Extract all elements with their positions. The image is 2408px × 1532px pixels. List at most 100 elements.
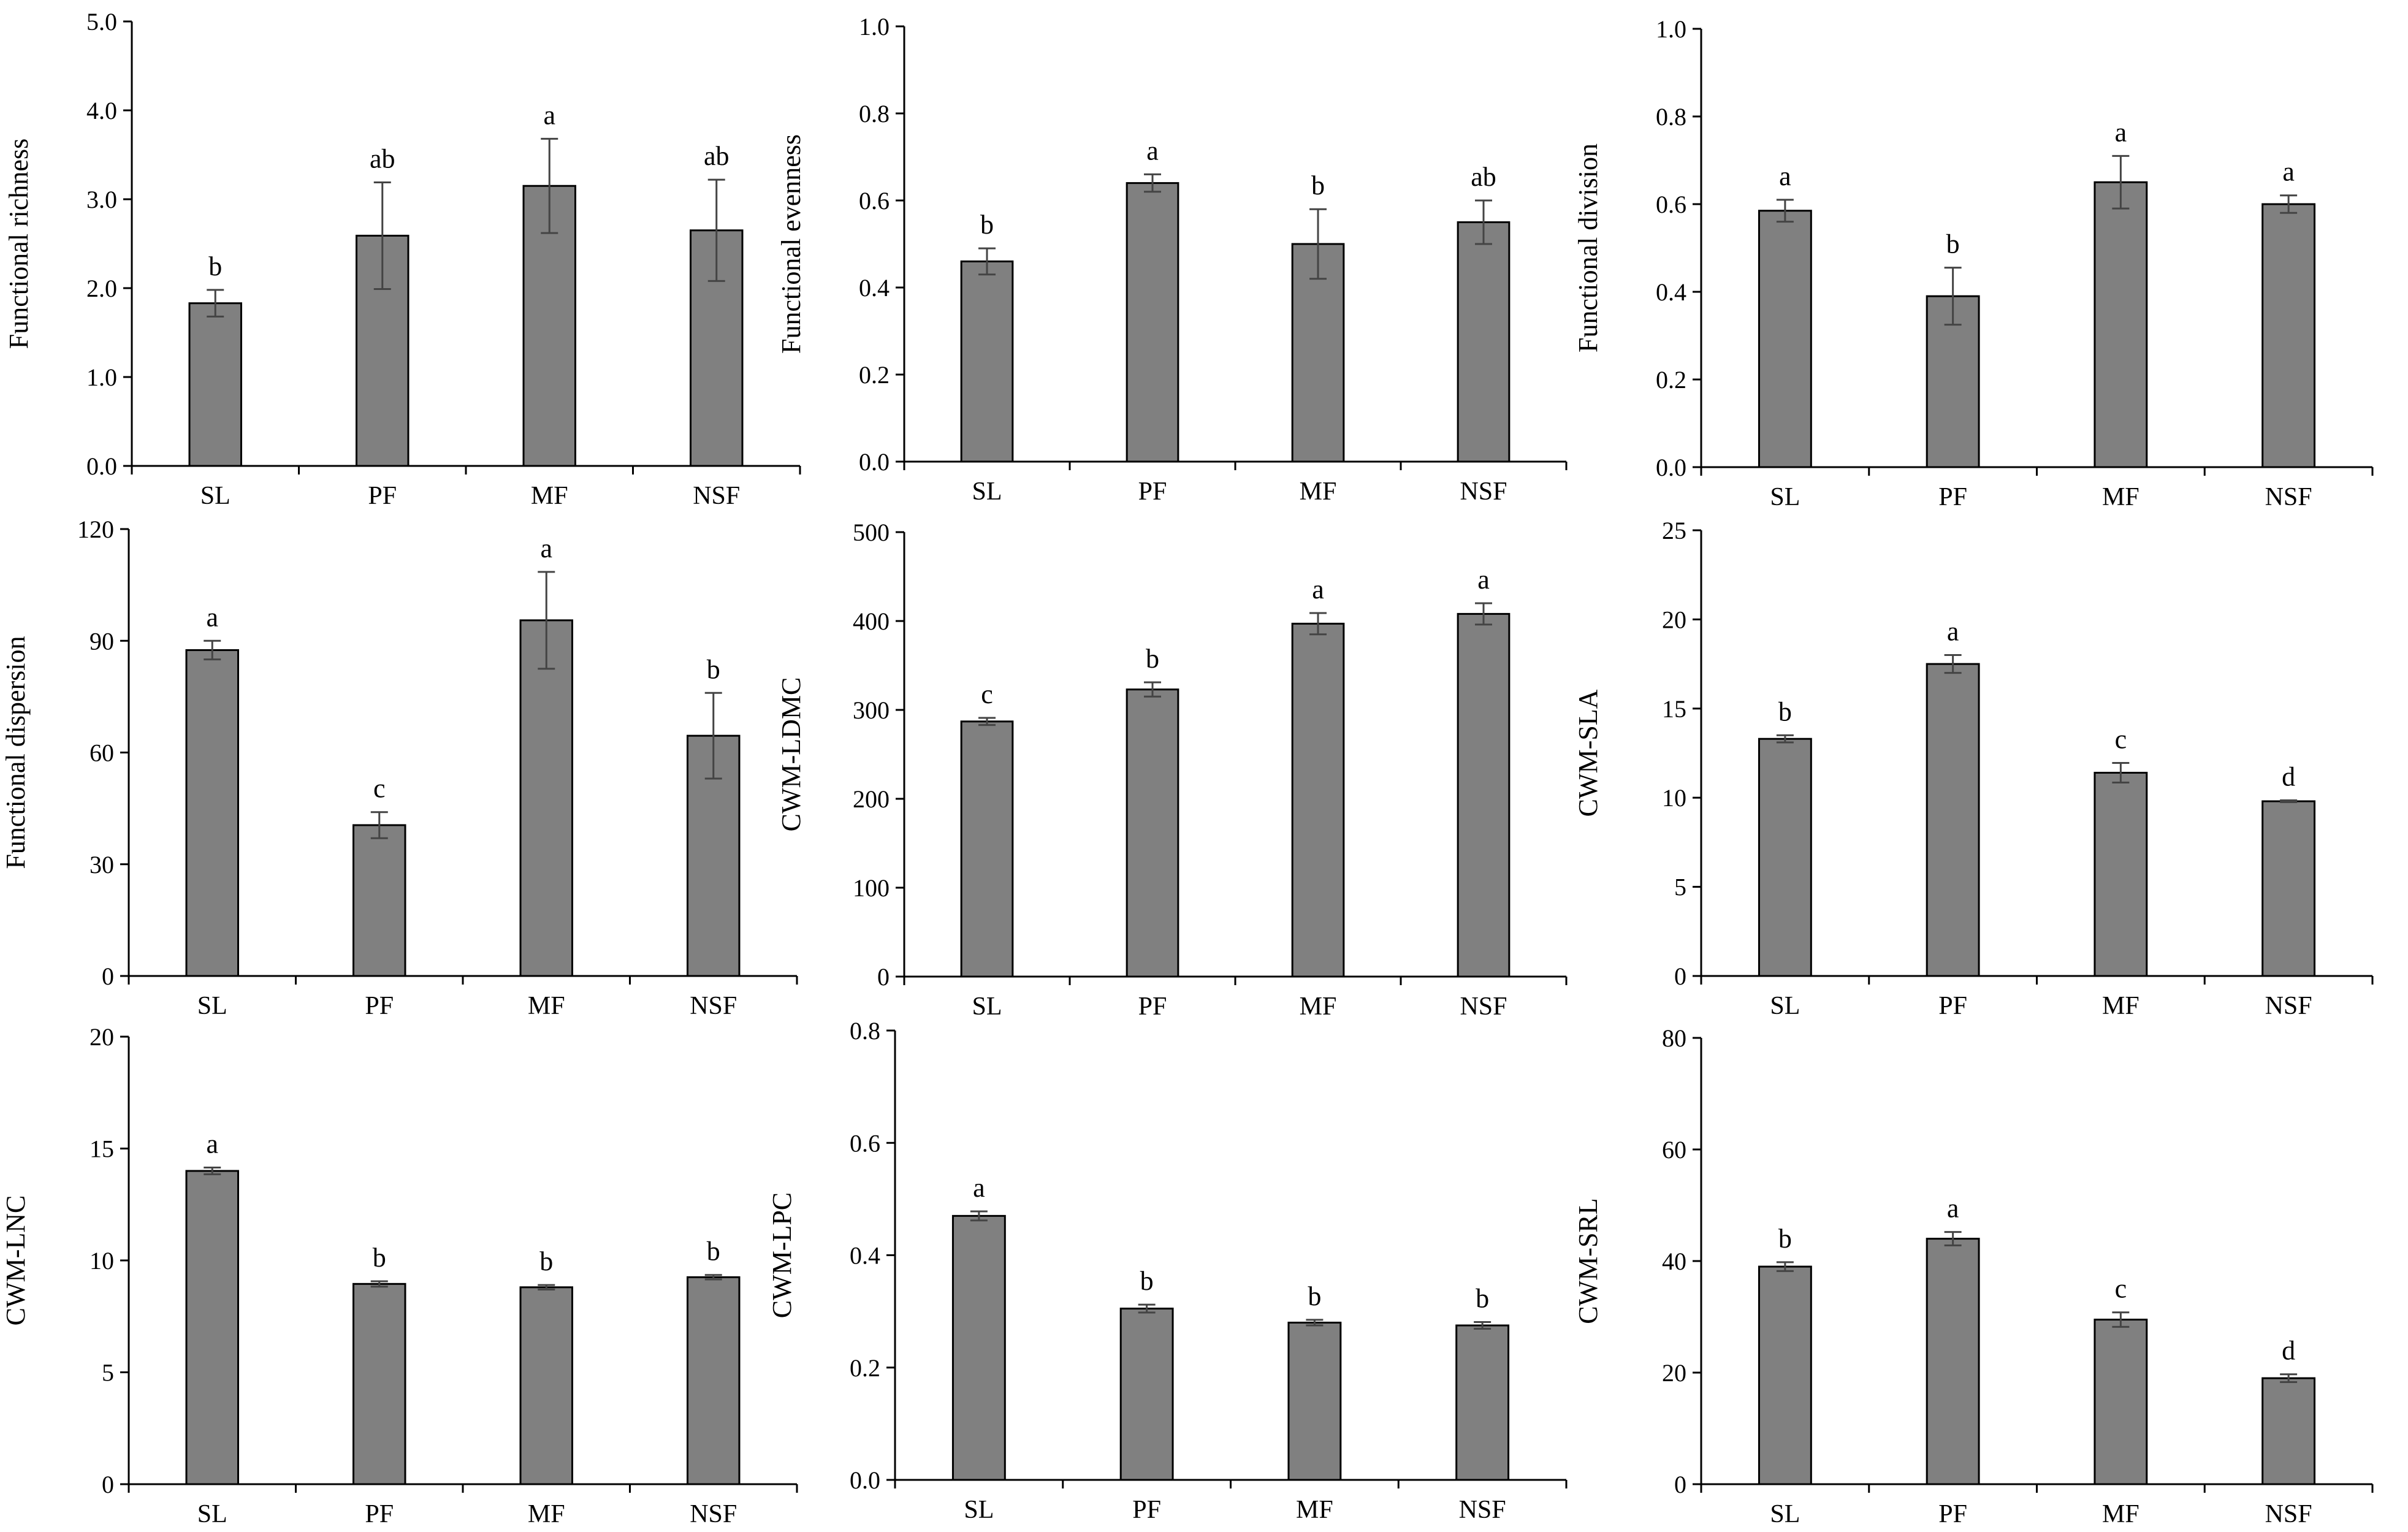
error-bar	[1309, 208, 1327, 280]
significance-letter: b	[707, 1237, 720, 1267]
y-tick-label: 3.0	[86, 186, 117, 213]
significance-letter: a	[2282, 157, 2295, 187]
significance-letter: ab	[1471, 162, 1496, 192]
bar-sl	[960, 260, 1014, 463]
y-tick-label: 1.0	[86, 364, 117, 391]
bar-mf	[1291, 622, 1345, 978]
y-tick-label: 10	[1662, 784, 1686, 812]
y-tick-label: 30	[90, 851, 114, 878]
chart-panel-5: 0 100 200 300 400 500 CWM-LDMC c SL b PF a MF a NSF	[776, 519, 1568, 1021]
y-tick-label: 0	[1674, 1471, 1686, 1498]
error-bar	[1144, 173, 1161, 193]
significance-letter: b	[1778, 696, 1792, 726]
x-category-label: MF	[1300, 478, 1337, 506]
error-bar	[538, 571, 555, 670]
y-tick-label: 2.0	[86, 275, 117, 302]
bar-mf	[519, 619, 573, 977]
error-bar	[373, 181, 391, 290]
error-bar	[1944, 267, 1962, 326]
error-bar	[1944, 1231, 1962, 1247]
chart-panel-1: 0.0 1.0 2.0 3.0 4.0 5.0 Functional richness b SL…	[4, 8, 801, 510]
bar-nsf	[2261, 1377, 2316, 1485]
bar-pf	[1926, 1238, 1980, 1485]
bar-sl	[960, 720, 1014, 978]
x-category-label: PF	[368, 482, 397, 510]
x-category-label: SL	[1770, 1500, 1800, 1528]
bar-sl	[188, 302, 242, 467]
y-axis-title: CWM-SRL	[1573, 1198, 1603, 1324]
bar-sl	[185, 649, 239, 977]
y-tick-label: 0.6	[1656, 191, 1686, 218]
error-bar	[978, 247, 996, 276]
error-bar	[541, 137, 558, 234]
significance-letter: a	[540, 533, 552, 563]
chart-panel-7: 0 5 10 15 20 CWM-LNC a SL b PF b MF b NSF	[1, 1023, 798, 1528]
bar-nsf	[2261, 203, 2316, 468]
y-tick-label: 100	[853, 874, 890, 902]
y-tick-label: 40	[1662, 1248, 1686, 1275]
y-tick-label: 0.4	[859, 274, 890, 302]
significance-letter: b	[1311, 170, 1325, 200]
bar-mf	[1291, 243, 1345, 463]
error-bar	[2112, 761, 2130, 783]
y-tick-label: 1.0	[1656, 15, 1686, 43]
significance-letter: a	[973, 1173, 985, 1203]
chart-panel-4: 0 30 60 90 120 Functional dispersion a SL c PF a MF…	[1, 516, 798, 1020]
bar-pf	[356, 234, 410, 467]
significance-letter: a	[543, 100, 555, 130]
y-tick-label: 120	[77, 516, 114, 543]
y-tick-label: 20	[90, 1023, 114, 1051]
x-category-label: MF	[2102, 1500, 2139, 1528]
chart-panel-2: 0.0 0.2 0.4 0.6 0.8 1.0 Functional evenness b SL…	[776, 13, 1568, 506]
significance-letter: ab	[370, 143, 395, 173]
significance-letter: b	[1308, 1281, 1321, 1311]
x-category-label: NSF	[2265, 992, 2312, 1020]
bar-mf	[519, 1286, 573, 1485]
significance-letter: a	[1779, 161, 1791, 191]
y-tick-label: 0	[102, 1471, 114, 1498]
x-category-label: PF	[1132, 1496, 1161, 1524]
significance-letter: b	[1140, 1266, 1154, 1296]
x-category-label: SL	[1770, 992, 1800, 1020]
x-category-label: NSF	[1460, 993, 1507, 1021]
y-tick-label: 20	[1662, 1359, 1686, 1387]
error-bar	[1776, 199, 1794, 223]
y-axis-title: CWM-LPC	[767, 1192, 797, 1318]
y-tick-label: 500	[853, 519, 890, 546]
y-tick-label: 0.6	[850, 1129, 880, 1157]
significance-letter: a	[206, 1129, 218, 1159]
significance-letter: a	[206, 602, 218, 632]
y-tick-label: 15	[90, 1135, 114, 1163]
error-bar	[1776, 734, 1794, 744]
bar-pf	[1119, 1308, 1174, 1481]
y-tick-label: 0.8	[859, 100, 890, 128]
chart-panel-6: 0 5 10 15 20 25 CWM-SLA b SL a PF c MF d NSF	[1573, 517, 2374, 1020]
error-bar	[1475, 602, 1492, 626]
y-tick-label: 4.0	[86, 97, 117, 124]
error-bar	[204, 639, 221, 661]
error-bar	[1475, 199, 1492, 245]
bar-mf	[2094, 181, 2148, 468]
y-tick-label: 0.2	[859, 361, 890, 389]
error-bar	[1144, 681, 1161, 698]
y-tick-label: 200	[853, 785, 890, 813]
chart-panel-3: 0.0 0.2 0.4 0.6 0.8 1.0 Functional division a SL…	[1573, 15, 2374, 511]
error-bar	[707, 178, 725, 282]
y-tick-label: 0.8	[1656, 103, 1686, 131]
bar-sl	[951, 1214, 1006, 1481]
significance-letter: a	[1947, 1194, 1959, 1224]
y-axis-title: Functional richness	[4, 139, 34, 349]
x-category-label: PF	[1138, 478, 1167, 506]
y-axis-title: Functional division	[1573, 143, 1603, 353]
x-category-label: PF	[1138, 993, 1167, 1021]
x-category-label: MF	[2102, 992, 2139, 1020]
x-category-label: NSF	[690, 992, 737, 1020]
y-tick-label: 5	[102, 1359, 114, 1387]
bar-mf	[2094, 771, 2148, 977]
y-axis-title: Functional dispersion	[1, 636, 31, 869]
error-bar	[1474, 1321, 1492, 1330]
y-tick-label: 90	[90, 627, 114, 655]
significance-letter: c	[2115, 724, 2127, 754]
error-bar	[370, 811, 388, 839]
significance-letter: b	[1476, 1284, 1489, 1314]
